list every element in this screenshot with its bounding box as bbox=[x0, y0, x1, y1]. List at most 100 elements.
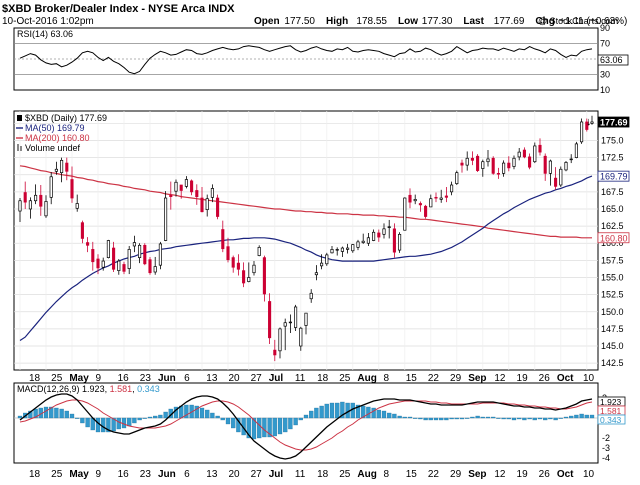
candle-body bbox=[330, 249, 334, 254]
ma200-line bbox=[19, 165, 592, 239]
macd-histogram-bar bbox=[506, 417, 511, 420]
macd-histogram-bar bbox=[413, 417, 418, 419]
date-tick-label: 18 bbox=[29, 469, 41, 480]
macd-histogram-bar bbox=[491, 416, 496, 419]
date-tick-label: 8 bbox=[384, 469, 390, 480]
price-tick-label: 167.5 bbox=[601, 187, 624, 197]
price-tick-label: 142.5 bbox=[601, 358, 624, 368]
macd-histogram-bar bbox=[465, 417, 470, 419]
date-tick-label: 29 bbox=[450, 373, 462, 384]
legend-label: MA(50) 169.79 bbox=[25, 123, 85, 133]
macd-histogram-bar bbox=[574, 414, 579, 419]
candle-body bbox=[143, 244, 147, 265]
rsi-tick-label: 10 bbox=[600, 85, 610, 95]
candle-body bbox=[190, 180, 194, 193]
macd-histogram-bar bbox=[522, 417, 527, 421]
date-tick-label: Jun bbox=[158, 373, 176, 384]
macd-histogram-bar bbox=[293, 417, 298, 426]
macd-histogram-bar bbox=[527, 417, 532, 420]
date-tick-label: May bbox=[69, 469, 89, 480]
macd-histogram-bar bbox=[283, 417, 288, 433]
candles bbox=[18, 115, 594, 362]
date-tick-label: 19 bbox=[517, 373, 529, 384]
macd-histogram-bar bbox=[184, 404, 189, 419]
candle-body bbox=[335, 249, 339, 251]
macd-histogram-bar bbox=[407, 416, 413, 419]
date-tick-label: 19 bbox=[517, 469, 529, 480]
date-axis-bottom: 18 25 May 9 16 23 Jun 6 13 20 27 Jul 11 18 25 Aug 8 15 22 2… bbox=[29, 469, 595, 480]
price-grid bbox=[14, 111, 598, 370]
candle-body bbox=[580, 121, 584, 143]
candle-body bbox=[70, 179, 74, 199]
macd-histogram-bar bbox=[28, 410, 33, 419]
date-tick-label: 18 bbox=[317, 469, 329, 480]
date-tick-label: 25 bbox=[339, 469, 351, 480]
candle-body bbox=[28, 200, 32, 210]
ma50-line bbox=[19, 175, 593, 342]
chart-date: 10-Oct-2016 1:02pm bbox=[2, 16, 94, 27]
macd-histogram-bar bbox=[288, 417, 293, 430]
rsi-line bbox=[19, 45, 593, 75]
macd-histogram-bar bbox=[158, 414, 163, 419]
candle-body bbox=[413, 199, 417, 202]
macd-histogram-bar bbox=[433, 417, 439, 421]
candle-body bbox=[153, 266, 157, 273]
candle-body bbox=[408, 194, 412, 203]
candle-body bbox=[356, 241, 360, 248]
date-tick-label: 16 bbox=[118, 373, 130, 384]
candle-body bbox=[205, 198, 209, 211]
date-tick-label: 13 bbox=[206, 469, 218, 480]
macd-histogram-bar bbox=[480, 416, 485, 419]
price-tag-box bbox=[597, 232, 630, 244]
candle-body bbox=[564, 162, 568, 171]
svg-text:MACD(12,26,9) 1.923,: MACD(12,26,9) 1.923, 1.581, 0.343 bbox=[17, 384, 160, 394]
candle-body bbox=[273, 349, 277, 356]
macd-histogram-bar bbox=[147, 416, 153, 419]
candle-body bbox=[481, 161, 485, 169]
quote-label-1: High bbox=[326, 16, 348, 27]
candle-body bbox=[257, 247, 261, 256]
price-tags: 177.69 169.79 160.80 bbox=[597, 116, 630, 244]
candle-body bbox=[96, 258, 100, 269]
candle-body bbox=[34, 194, 38, 202]
candle-body bbox=[434, 196, 438, 199]
candle-body bbox=[299, 327, 303, 347]
macd-histogram-bar bbox=[215, 415, 220, 419]
macd-tag-text: 0.343 bbox=[600, 415, 622, 425]
candle-body bbox=[382, 228, 386, 235]
quote-summary: Open 177.50 High 178.55 Low 177.30 Last 177.69 C… bbox=[254, 16, 627, 27]
macd-histogram-bar bbox=[324, 403, 329, 419]
macd-histogram-bar bbox=[236, 417, 241, 433]
macd-histogram-bar bbox=[402, 416, 407, 419]
candle-body bbox=[522, 149, 526, 158]
macd-histogram-bar bbox=[335, 402, 340, 419]
macd-histogram-bar bbox=[54, 407, 59, 419]
rsi-value-box bbox=[597, 54, 629, 66]
date-tick-label: May bbox=[69, 373, 89, 384]
candle-body bbox=[210, 188, 214, 198]
candle-body bbox=[460, 162, 464, 166]
candle-body bbox=[18, 200, 22, 212]
candle-body bbox=[44, 201, 48, 217]
date-tick-label: Oct bbox=[557, 373, 574, 384]
date-tick-label: 22 bbox=[428, 469, 440, 480]
macd-histogram-bar bbox=[257, 417, 262, 439]
macd-histogram-bar bbox=[548, 417, 553, 420]
rsi-tick-label: 30 bbox=[600, 70, 610, 80]
macd-histogram-bar bbox=[423, 417, 428, 421]
candle-body bbox=[361, 240, 365, 243]
price-tag-box bbox=[597, 116, 630, 128]
macd-histogram-bar bbox=[132, 417, 137, 424]
candle-body bbox=[49, 176, 53, 198]
date-tick-label: Sep bbox=[468, 373, 486, 384]
macd-histogram-bar bbox=[553, 417, 558, 421]
date-tick-label: 26 bbox=[539, 373, 551, 384]
macd-histogram-bar bbox=[241, 417, 246, 436]
macd-tick-label: -2 bbox=[602, 433, 610, 443]
candle-body bbox=[450, 184, 454, 193]
candle-body bbox=[569, 158, 573, 161]
candle-body bbox=[23, 192, 27, 203]
date-tick-label: 9 bbox=[95, 373, 101, 384]
quote-value-4: +1.11 (+0.63%) bbox=[559, 16, 627, 27]
